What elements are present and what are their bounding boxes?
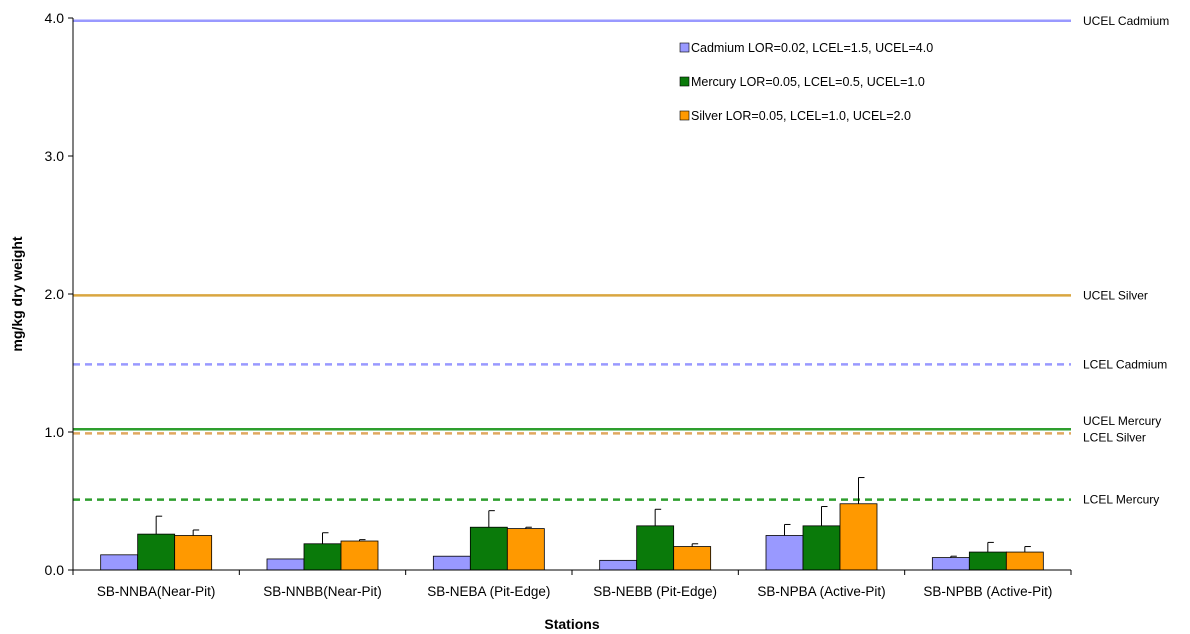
bar bbox=[266, 558, 305, 571]
bar bbox=[931, 557, 970, 571]
x-tick-label: SB-NEBB (Pit-Edge) bbox=[593, 584, 717, 599]
y-tick-label: 0.0 bbox=[45, 562, 65, 578]
reference-lines: UCEL Cadmium UCEL Silver LCEL Cadmium UCEL … bbox=[73, 14, 1169, 507]
bar bbox=[599, 559, 638, 571]
bar bbox=[968, 551, 1007, 571]
bar bbox=[506, 528, 545, 571]
legend-swatch bbox=[679, 42, 690, 53]
x-axis-title: Stations bbox=[544, 616, 599, 632]
x-tick-label: SB-NPBB (Active-Pit) bbox=[923, 584, 1052, 599]
legend-entry: Mercury LOR=0.05, LCEL=0.5, UCEL=1.0 bbox=[691, 75, 925, 89]
bar bbox=[303, 543, 342, 571]
bar bbox=[802, 525, 841, 571]
y-axis-title: mg/kg dry weight bbox=[9, 236, 25, 351]
reference-line-label: LCEL Cadmium bbox=[1083, 357, 1167, 371]
legend-swatch bbox=[679, 76, 690, 87]
legend: Cadmium LOR=0.02, LCEL=1.5, UCEL=4.0 Merc… bbox=[679, 41, 933, 123]
reference-line-label: LCEL Silver bbox=[1083, 430, 1146, 444]
bar bbox=[432, 555, 471, 571]
bar bbox=[765, 535, 804, 571]
bar bbox=[1005, 551, 1044, 571]
bar bbox=[673, 546, 712, 571]
legend-entry: Silver LOR=0.05, LCEL=1.0, UCEL=2.0 bbox=[691, 109, 911, 123]
reference-line-label: UCEL Cadmium bbox=[1083, 14, 1169, 28]
y-tick-label: 3.0 bbox=[45, 148, 65, 164]
x-tick-label: SB-NNBA(Near-Pit) bbox=[97, 584, 216, 599]
axes: SB-NNBA(Near-Pit) SB-NNBB(Near-Pit) SB-NEB… bbox=[45, 10, 1072, 599]
x-tick-label: SB-NEBA (Pit-Edge) bbox=[427, 584, 550, 599]
x-tick-label: SB-NNBB(Near-Pit) bbox=[263, 584, 382, 599]
y-tick-label: 4.0 bbox=[45, 10, 65, 26]
x-tick-label: SB-NPBA (Active-Pit) bbox=[757, 584, 885, 599]
bar bbox=[839, 503, 878, 571]
reference-line-label: UCEL Mercury bbox=[1083, 414, 1161, 428]
bar bbox=[174, 535, 213, 571]
bar bbox=[636, 525, 675, 571]
bar bbox=[469, 526, 508, 571]
bar bbox=[340, 540, 379, 571]
y-tick-label: 2.0 bbox=[45, 286, 65, 302]
bars bbox=[100, 477, 1044, 571]
reference-line-label: UCEL Silver bbox=[1083, 288, 1148, 302]
legend-entry: Cadmium LOR=0.02, LCEL=1.5, UCEL=4.0 bbox=[691, 41, 933, 55]
bar bbox=[137, 533, 176, 571]
reference-line-label: LCEL Mercury bbox=[1083, 493, 1159, 507]
bar bbox=[100, 554, 139, 571]
y-tick-label: 1.0 bbox=[45, 424, 65, 440]
legend-swatch bbox=[679, 110, 690, 121]
